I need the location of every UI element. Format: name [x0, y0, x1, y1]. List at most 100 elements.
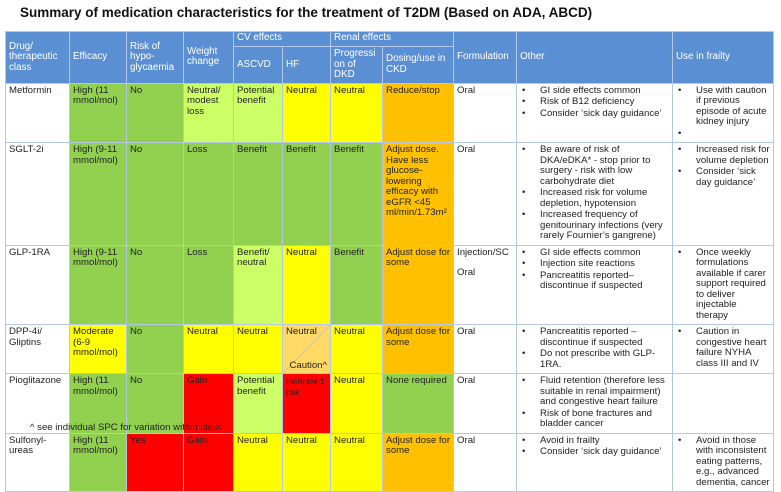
caution-note: Caution^	[289, 359, 328, 371]
ckd-cell: None required	[382, 373, 455, 434]
other-bullet: Avoid in frailty	[520, 435, 669, 447]
other-cell: Fluid retention (therefore less suitable…	[516, 373, 674, 434]
ascvd-cell: Benefit	[233, 142, 283, 246]
header-dkd: Progressi on of DKD	[330, 46, 384, 84]
header-ascvd: ASCVD	[233, 46, 283, 84]
header-other: Other	[516, 31, 674, 84]
footnote: ^ see individual SPC for variation withi…	[30, 422, 223, 433]
frailty-cell	[672, 373, 775, 434]
medication-table: Drug/ therapeutic class Efficacy Risk of…	[5, 31, 775, 492]
formulation-cell: Oral	[453, 142, 518, 246]
table-row: SGLT-2i High (9-11 mmol/mol) No Loss Benefit…	[5, 142, 775, 246]
ckd-cell: Adjust dose for some	[382, 244, 455, 325]
frailty-bullet	[676, 129, 770, 140]
header-renal-effects: Renal effects	[330, 31, 455, 47]
drug-class-cell: Sulfonyl-ureas	[5, 432, 70, 492]
weight-cell: Loss	[183, 244, 234, 325]
other-bullet: GI side effects common	[520, 247, 669, 259]
dkd-cell: Neutral	[330, 324, 384, 374]
formulation-value: Oral	[457, 144, 476, 155]
efficacy-cell: High (11 mmol/mol)	[69, 82, 127, 143]
frailty-bullet: Increased risk for volume depletion	[676, 144, 770, 166]
other-cell: Avoid in frailtyConsider ‘sick day guida…	[516, 432, 674, 492]
weight-cell: Loss	[183, 142, 234, 246]
other-bullet: GI side effects common	[520, 85, 669, 97]
other-bullet: Injection site reactions	[520, 258, 669, 270]
formulation-cell: Injection/SC Oral	[453, 244, 518, 325]
hypo-cell: No	[126, 244, 184, 325]
ckd-cell: Adjust dose for some	[382, 324, 455, 374]
drug-class-cell: GLP-1RA	[5, 244, 70, 325]
hf-cell: Neutral	[281, 82, 332, 143]
drug-class-cell: Metformin	[5, 82, 70, 143]
table-row: GLP-1RA High (9-11 mmol/mol) No Loss Benefit…	[5, 244, 775, 325]
formulation-value: Oral	[457, 375, 476, 386]
other-bullet: Be aware of risk of DKA/eDKA* - stop pri…	[520, 144, 669, 187]
ckd-cell: Reduce/stop	[382, 82, 455, 143]
efficacy-cell: Moderate (6-9 mmol/mol)	[69, 324, 127, 374]
formulation-cell: Oral	[453, 324, 518, 374]
formulation-value: Oral	[457, 267, 476, 278]
dkd-cell: Benefit	[330, 142, 384, 246]
header-efficacy: Efficacy	[69, 31, 127, 84]
dkd-cell: Neutral	[330, 432, 384, 492]
hf-cell: Neutral	[281, 244, 332, 325]
other-bullet: Risk of B12 deficiency	[520, 96, 669, 108]
frailty-bullet: Once weekly formulations available if ca…	[676, 247, 770, 322]
formulation-value: Oral	[457, 326, 476, 337]
frailty-bullet: Use with caution if previous episode of …	[676, 85, 770, 128]
formulation-cell: Oral	[453, 373, 518, 434]
hf-cell: Increased risk	[281, 373, 332, 434]
frailty-cell: Avoid in those with inconsistent eating …	[672, 432, 775, 492]
ascvd-cell: Potential benefit	[233, 373, 283, 434]
frailty-bullet: Caution in congestive heart failure NYHA…	[676, 326, 770, 369]
hypo-cell: No	[126, 142, 184, 246]
ascvd-cell: Potential benefit	[233, 82, 283, 143]
header-cv-effects: CV effects	[232, 31, 332, 47]
table-row: DPP-4i/ Gliptins Moderate (6-9 mmol/mol) N…	[5, 324, 775, 374]
other-cell: GI side effects commonRisk of B12 defici…	[516, 82, 674, 143]
table-row: Sulfonyl-ureas High (11 mmol/mol) Yes Gain N…	[5, 432, 775, 492]
diagonal-divider	[283, 325, 330, 373]
header-frailty: Use in frailty	[672, 31, 775, 84]
dkd-cell: Neutral	[330, 82, 384, 143]
drug-class-cell: SGLT-2i	[5, 142, 70, 246]
weight-cell: Gain	[183, 432, 234, 492]
frailty-bullet: Consider ‘sick day guidance’	[676, 166, 770, 188]
hf-cell: Neutral	[281, 432, 332, 492]
header-hypo: Risk of hypo-glycaemia	[126, 31, 184, 84]
hf-value: Neutral	[286, 326, 317, 337]
table-row: Metformin High (11 mmol/mol) No Neutral/ mo…	[5, 82, 775, 143]
weight-cell: Neutral/ modest loss	[183, 82, 234, 143]
other-bullet: Increased frequency of genitourinary inf…	[520, 209, 669, 242]
page-title: Summary of medication characteristics fo…	[20, 5, 593, 20]
hypo-cell: No	[126, 82, 184, 143]
ckd-cell: Adjust dose for some	[382, 432, 455, 492]
formulation-value: Oral	[457, 84, 476, 96]
frailty-cell: Once weekly formulations available if ca…	[672, 244, 775, 325]
other-bullet: Pancreatitis reported – discontinue if s…	[520, 326, 669, 348]
other-cell: Be aware of risk of DKA/eDKA* - stop pri…	[516, 142, 674, 246]
header-hf: HF	[281, 46, 332, 84]
weight-cell: Gain	[183, 373, 234, 434]
other-bullet: Pancreatitis reported– discontinue if su…	[520, 270, 669, 292]
ckd-cell: Adjust dose. Have less glucose-lowering …	[382, 142, 455, 246]
ascvd-cell: Benefit/ neutral	[233, 244, 283, 325]
formulation-cell: Oral	[453, 82, 518, 143]
other-bullet: Fluid retention (therefore less suitable…	[520, 375, 669, 408]
ascvd-cell: Neutral	[233, 324, 283, 374]
other-bullet: Risk of bone fractures and bladder cance…	[520, 408, 669, 430]
drug-class-cell: Pioglitazone	[5, 373, 70, 434]
other-bullet: Do not prescribe with GLP-1RA.	[520, 348, 669, 370]
dkd-cell: Benefit	[330, 244, 384, 325]
other-cell: GI side effects commonInjection site rea…	[516, 244, 674, 325]
other-bullet: Consider ‘sick day guidance’	[520, 108, 669, 120]
formulation-value: Injection/SC	[457, 246, 509, 258]
frailty-bullet: Avoid in those with inconsistent eating …	[676, 435, 770, 489]
other-cell: Pancreatitis reported – discontinue if s…	[516, 324, 674, 374]
weight-cell: Neutral	[183, 324, 234, 374]
frailty-cell: Caution in congestive heart failure NYHA…	[672, 324, 775, 374]
formulation-cell: Oral	[453, 432, 518, 492]
header-ckd: Dosing/use in CKD	[382, 46, 455, 84]
hf-cell: Neutral Caution^	[281, 324, 332, 374]
